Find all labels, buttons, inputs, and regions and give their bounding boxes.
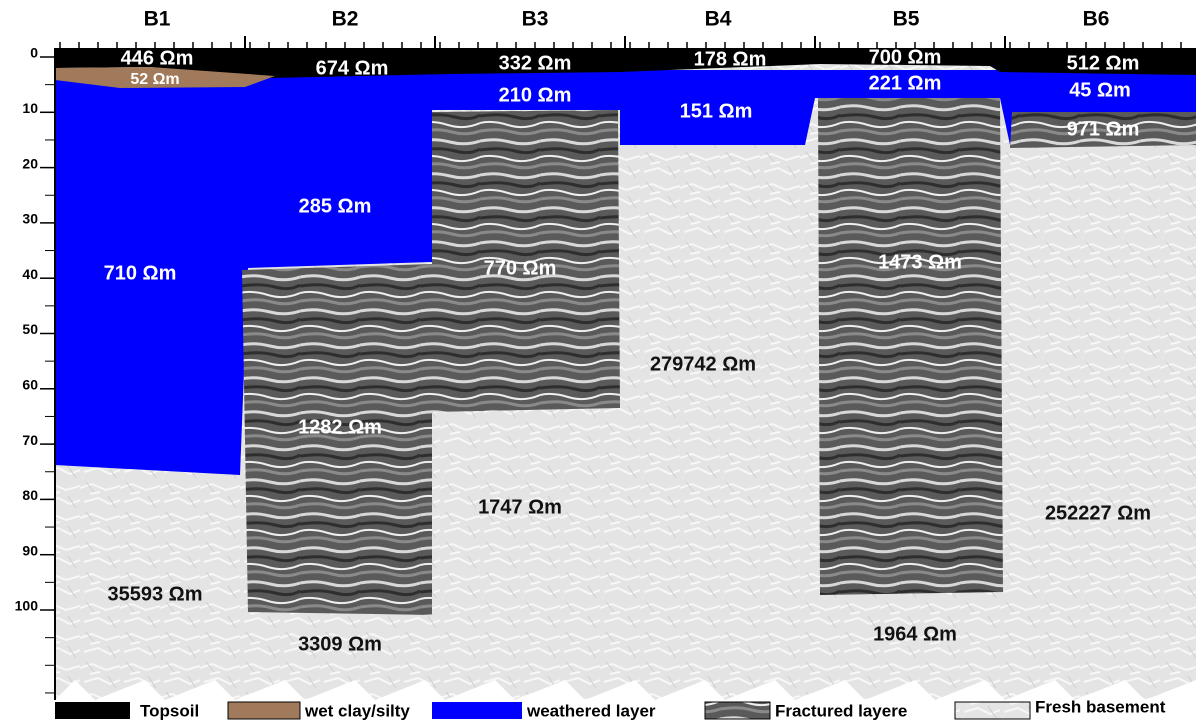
depth-axis: 0 10 20 30 40 50 60 70 80 90 100 xyxy=(15,45,55,693)
depth-tick-label: 20 xyxy=(22,155,38,171)
depth-tick-label: 30 xyxy=(22,211,38,227)
legend: Topsoil wet clay/silty weathered layer F… xyxy=(55,697,1166,720)
res-label: 45 Ωm xyxy=(1069,79,1131,101)
res-label: 1282 Ωm xyxy=(298,416,382,438)
depth-tick-label: 40 xyxy=(22,266,38,282)
res-label: 1473 Ωm xyxy=(878,251,962,273)
res-label: 210 Ωm xyxy=(499,84,572,106)
res-label: 1747 Ωm xyxy=(478,496,562,518)
geoelectric-section: B1 B2 B3 B4 B5 B6 0 10 20 30 40 50 60 70 80 90 100 446 … xyxy=(0,0,1196,722)
depth-tick-label: 100 xyxy=(15,598,39,614)
depth-tick-label: 10 xyxy=(22,100,38,116)
legend-label: weathered layer xyxy=(526,701,656,720)
fractured-b2 xyxy=(242,264,432,615)
column-label: B1 xyxy=(144,8,171,31)
res-label: 512 Ωm xyxy=(1067,52,1140,74)
depth-tick-label: 70 xyxy=(22,432,38,448)
res-label: 178 Ωm xyxy=(694,48,767,70)
legend-label: wet clay/silty xyxy=(304,701,410,720)
column-label: B3 xyxy=(522,8,549,31)
depth-tick-label: 50 xyxy=(22,321,38,337)
legend-label: Topsoil xyxy=(140,701,199,720)
res-label: 710 Ωm xyxy=(104,262,177,284)
ruler-ticks xyxy=(60,36,1181,50)
depth-tick-label: 60 xyxy=(22,377,38,393)
column-headers: B1 B2 B3 B4 B5 B6 xyxy=(144,8,1110,31)
res-label: 446 Ωm xyxy=(121,47,194,69)
res-label: 971 Ωm xyxy=(1067,118,1140,140)
legend-label: Fractured layere xyxy=(775,701,907,720)
res-label: 35593 Ωm xyxy=(108,583,203,605)
res-label: 674 Ωm xyxy=(316,57,389,79)
section-area xyxy=(55,48,1196,700)
res-label: 151 Ωm xyxy=(680,100,753,122)
depth-tick-label: 80 xyxy=(22,487,38,503)
column-label: B6 xyxy=(1083,8,1110,31)
legend-swatch xyxy=(705,702,770,719)
legend-swatch xyxy=(55,702,130,719)
column-label: B2 xyxy=(332,8,359,31)
fractured-b5 xyxy=(818,98,1003,595)
res-label: 221 Ωm xyxy=(869,72,942,94)
res-label: 3309 Ωm xyxy=(298,633,382,655)
res-label: 770 Ωm xyxy=(484,257,557,279)
depth-tick-label: 90 xyxy=(22,542,38,558)
column-label: B4 xyxy=(705,8,732,31)
res-label: 279742 Ωm xyxy=(650,353,756,375)
column-label: B5 xyxy=(893,8,920,31)
res-label: 1964 Ωm xyxy=(873,623,957,645)
res-label: 332 Ωm xyxy=(499,52,572,74)
res-label: 700 Ωm xyxy=(869,46,942,68)
legend-swatch xyxy=(955,702,1030,719)
depth-tick-label: 0 xyxy=(30,45,38,61)
res-label: 285 Ωm xyxy=(299,195,372,217)
res-label: 52 Ωm xyxy=(130,71,179,88)
legend-label: Fresh basement xyxy=(1035,697,1166,716)
legend-swatch xyxy=(228,702,300,719)
legend-swatch xyxy=(432,702,522,719)
res-label: 252227 Ωm xyxy=(1045,502,1151,524)
